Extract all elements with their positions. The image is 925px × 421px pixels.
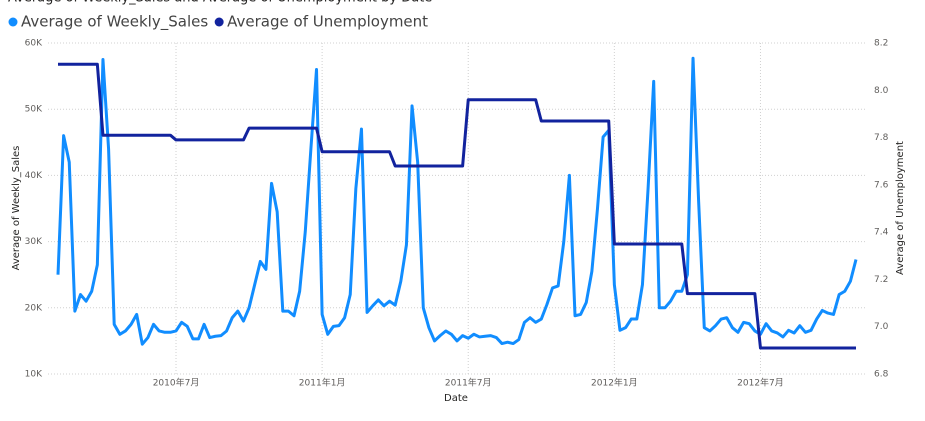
y-tick-label: 30K [25,237,43,247]
y2-axis-title: Average of Unemployment [895,141,906,275]
x-tick-label: 2012年1月 [591,377,638,389]
y2-tick-label: 7.6 [874,180,889,190]
x-tick-label: 2012年7月 [737,377,784,389]
y-tick-label: 60K [25,39,43,49]
y2-tick-label: 8.2 [874,39,888,49]
y2-tick-label: 7.8 [874,133,889,143]
x-tick-label: 2011年1月 [299,377,346,389]
y-tick-label: 40K [25,171,43,181]
y2-tick-label: 8.0 [874,86,889,96]
series-line [58,62,856,350]
y-tick-label: 20K [25,303,43,313]
legend-label: Average of Weekly_Sales [21,13,208,32]
y2-tick-label: 7.0 [874,322,889,332]
legend-marker [8,17,18,27]
y-axis-title: Average of Weekly_Sales [11,146,22,271]
y-tick-label: 50K [25,105,43,115]
legend-label: Average of Unemployment [227,13,428,31]
legend-marker [214,17,224,27]
y2-tick-label: 6.8 [874,370,889,380]
chart-title: Average of Weekly_Sales and Average of U… [8,0,432,6]
series-line [56,56,858,346]
x-tick-label: 2011年7月 [445,377,492,389]
y2-tick-label: 7.2 [874,275,888,285]
x-tick-label: 2010年7月 [153,377,200,389]
x-axis-title: Date [444,393,468,404]
y2-tick-label: 7.4 [874,228,889,238]
y-tick-label: 10K [25,370,43,380]
